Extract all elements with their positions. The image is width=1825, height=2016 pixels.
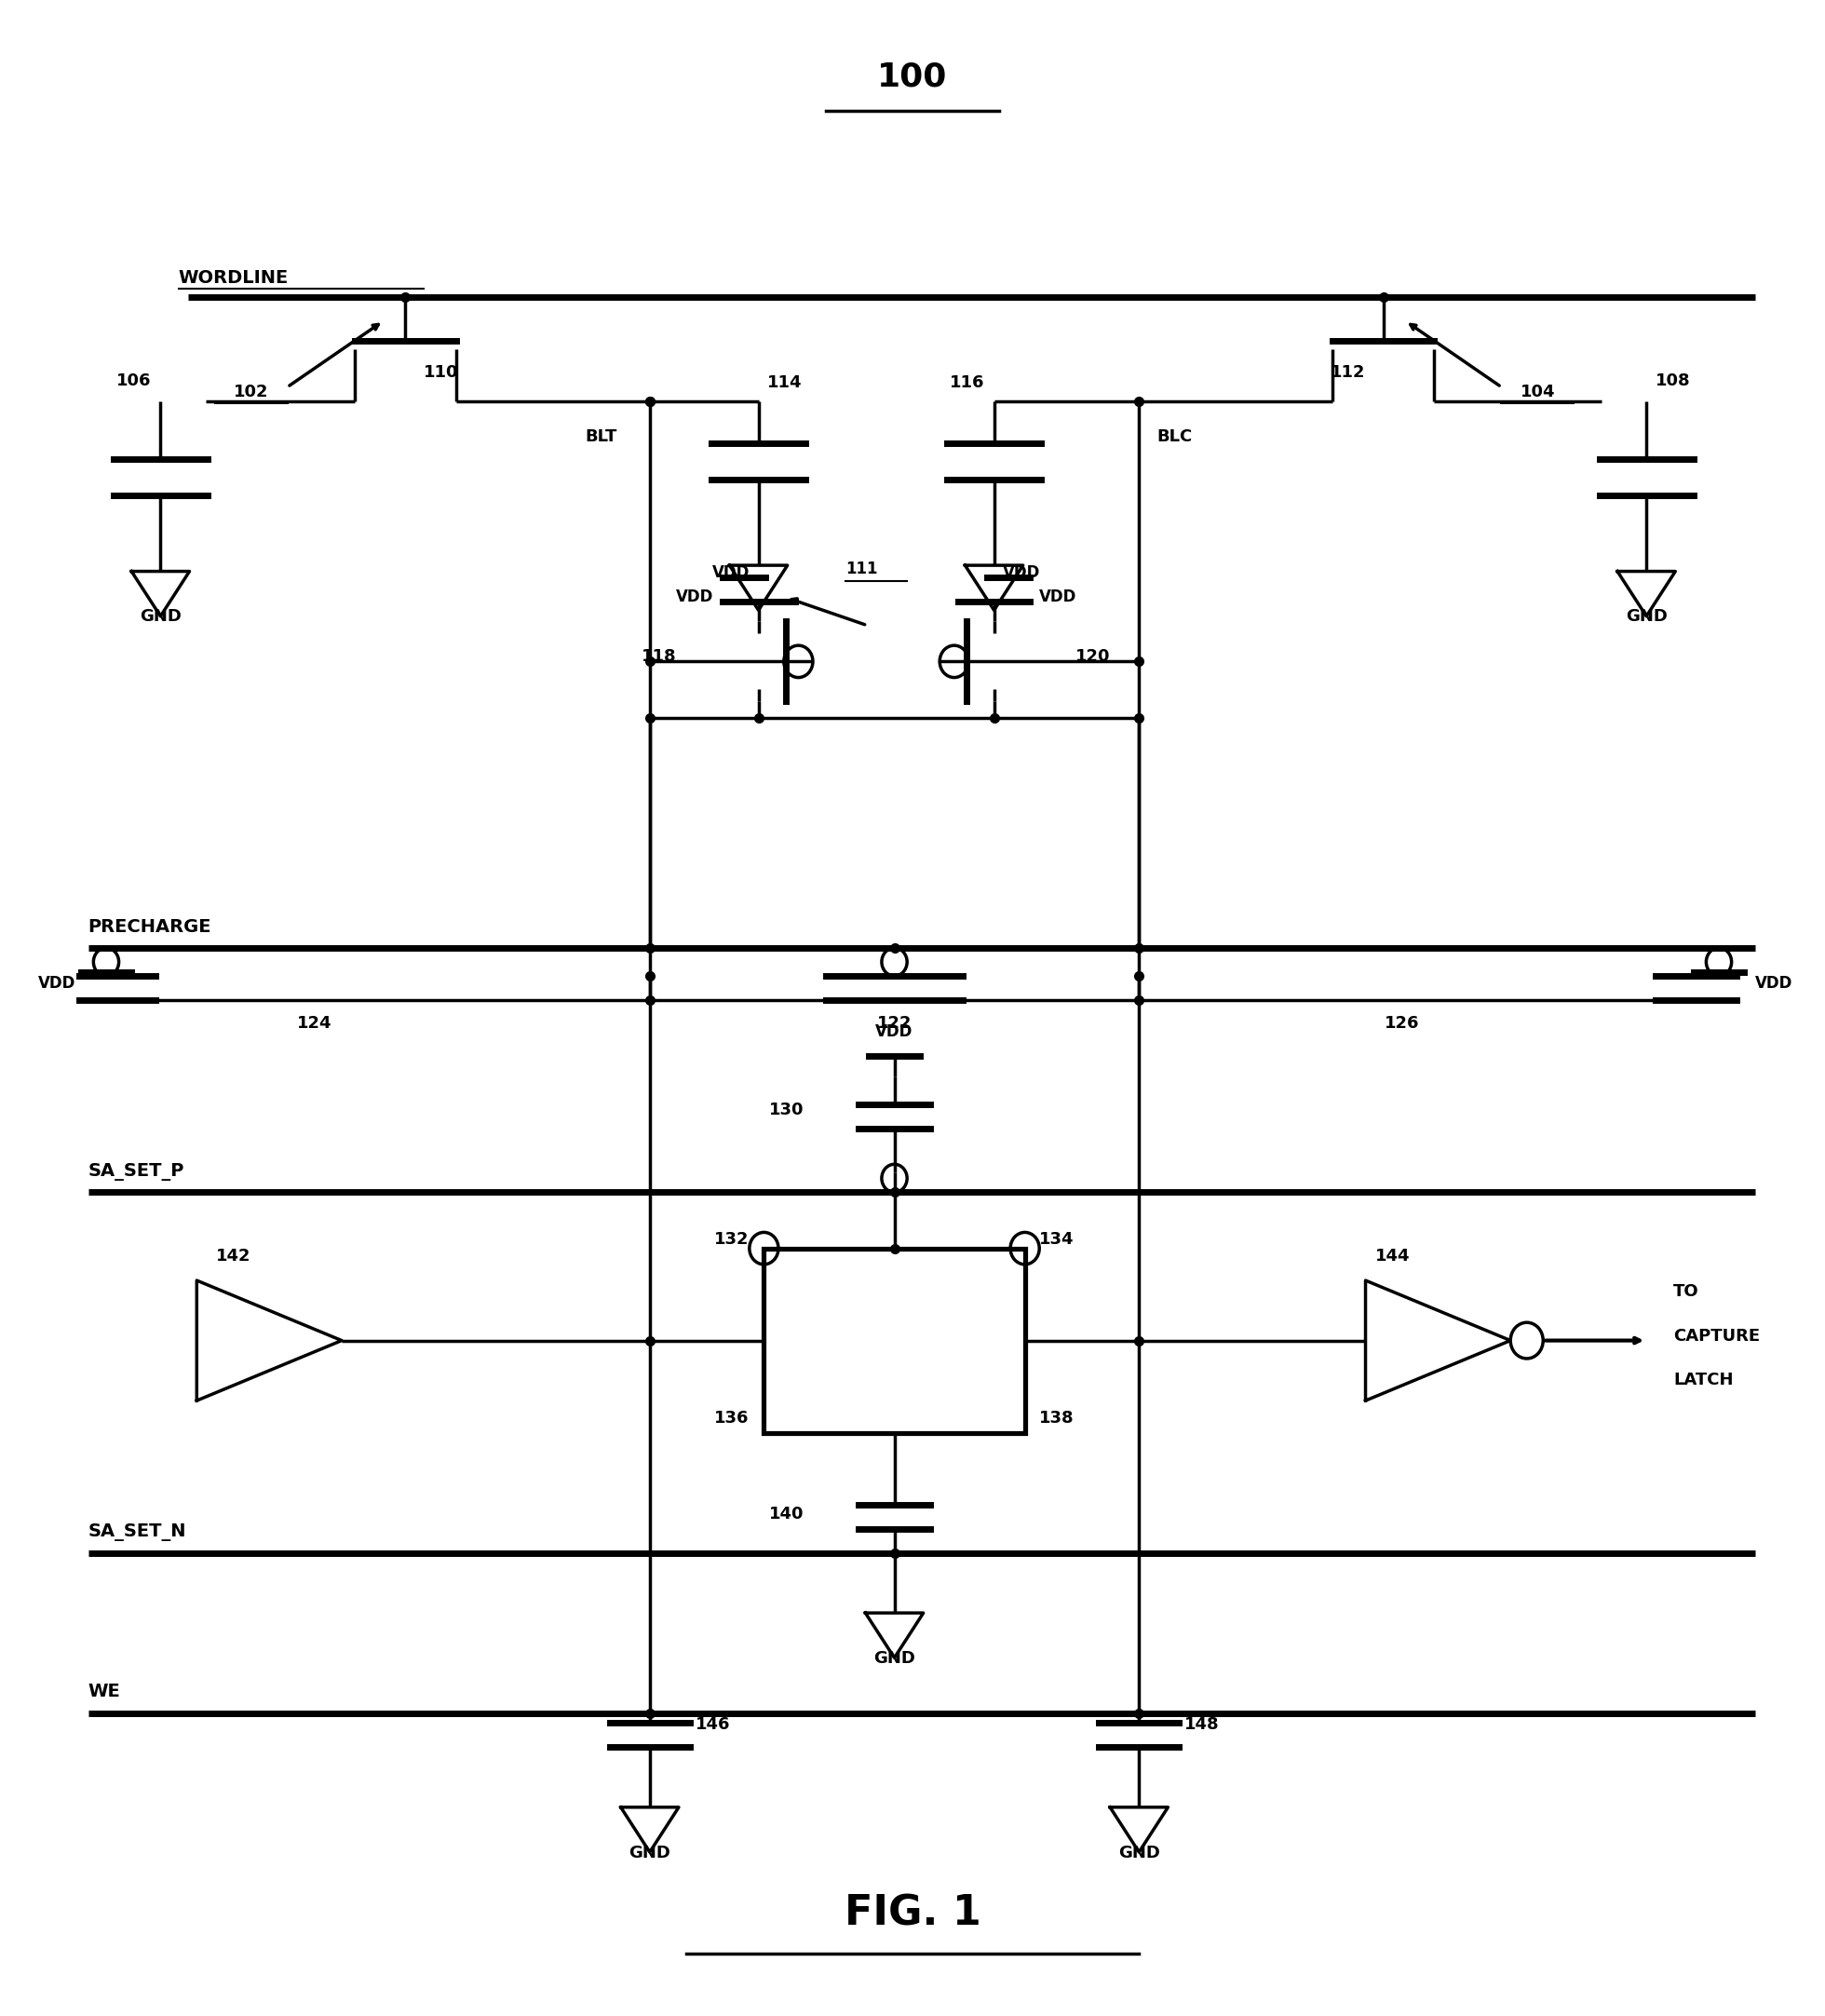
Text: VDD: VDD [1004,564,1040,581]
Text: SA_SET_N: SA_SET_N [88,1524,186,1542]
Text: TO: TO [1674,1284,1699,1300]
Text: VDD: VDD [1756,976,1792,992]
Text: CAPTURE: CAPTURE [1674,1327,1761,1345]
Text: 138: 138 [1040,1409,1075,1427]
Text: GND: GND [139,609,181,625]
Text: 100: 100 [878,60,947,93]
Text: 148: 148 [1184,1716,1219,1734]
Text: GND: GND [1626,609,1668,625]
Text: PRECHARGE: PRECHARGE [88,917,212,935]
Text: 116: 116 [951,375,986,391]
Text: 111: 111 [845,560,878,577]
Text: SA_SET_P: SA_SET_P [88,1163,184,1181]
Text: 126: 126 [1385,1014,1420,1032]
Text: FIG. 1: FIG. 1 [845,1893,980,1933]
Text: 120: 120 [1075,649,1110,665]
Text: VDD: VDD [1040,589,1077,605]
Text: GND: GND [630,1845,670,1861]
Text: 114: 114 [768,375,803,391]
Text: 122: 122 [878,1014,912,1032]
Text: VDD: VDD [675,589,714,605]
Text: 134: 134 [1040,1232,1075,1248]
Text: WE: WE [88,1683,120,1702]
Text: 136: 136 [715,1409,750,1427]
Text: 102: 102 [234,383,268,401]
Text: GND: GND [1119,1845,1161,1861]
Text: VDD: VDD [38,976,75,992]
Text: 106: 106 [117,373,151,389]
Text: 112: 112 [1330,365,1365,381]
Text: VDD: VDD [876,1022,912,1040]
Text: 140: 140 [768,1506,803,1522]
Text: LATCH: LATCH [1674,1371,1734,1389]
Text: 142: 142 [215,1248,250,1264]
Text: 132: 132 [715,1232,750,1248]
Text: 108: 108 [1655,373,1690,389]
Text: BLT: BLT [586,427,617,446]
Text: VDD: VDD [712,564,750,581]
Text: BLC: BLC [1157,427,1194,446]
Text: 144: 144 [1376,1248,1411,1264]
Text: 104: 104 [1520,383,1555,401]
Text: 118: 118 [642,649,677,665]
Text: 130: 130 [768,1101,803,1119]
Text: 110: 110 [423,365,458,381]
Text: 124: 124 [297,1014,332,1032]
Text: WORDLINE: WORDLINE [179,268,288,286]
Text: GND: GND [874,1649,916,1667]
Bar [765,1248,1026,1433]
Text: 146: 146 [695,1716,730,1734]
